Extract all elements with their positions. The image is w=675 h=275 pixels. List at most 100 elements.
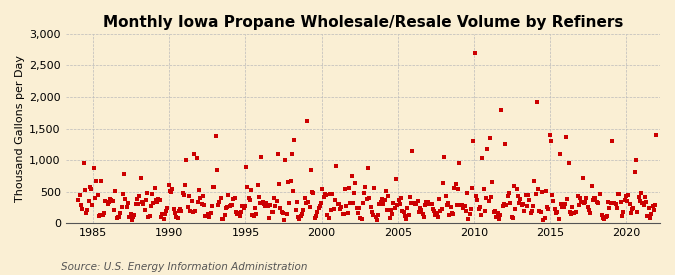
Point: [149, 186, 160, 190]
Point: [420, 203, 431, 207]
Point: [429, 208, 439, 213]
Point: [396, 196, 406, 200]
Point: [345, 201, 356, 205]
Point: [456, 203, 466, 207]
Point: [86, 187, 97, 191]
Point: [331, 164, 342, 169]
Point: [273, 152, 284, 156]
Point: [281, 212, 292, 216]
Point: [207, 204, 217, 208]
Point: [319, 192, 330, 197]
Point: [321, 193, 331, 197]
Point: [557, 205, 568, 210]
Point: [515, 197, 526, 201]
Point: [467, 186, 478, 191]
Point: [326, 208, 337, 213]
Point: [591, 200, 602, 204]
Point: [472, 198, 483, 202]
Point: [456, 202, 467, 207]
Point: [251, 212, 262, 216]
Point: [412, 199, 423, 204]
Point: [78, 161, 89, 166]
Point: [159, 211, 170, 216]
Point: [501, 203, 512, 207]
Point: [614, 192, 625, 196]
Point: [269, 196, 279, 200]
Point: [593, 201, 603, 205]
Point: [93, 214, 104, 219]
Point: [470, 194, 481, 198]
Point: [172, 215, 183, 220]
Point: [440, 194, 451, 198]
Point: [633, 195, 644, 200]
Point: [512, 193, 523, 198]
Point: [417, 211, 428, 216]
Point: [322, 213, 333, 217]
Point: [564, 161, 574, 166]
Point: [612, 205, 622, 210]
Point: [632, 209, 643, 214]
Point: [340, 186, 350, 191]
Point: [421, 200, 432, 204]
Point: [618, 210, 628, 214]
Point: [286, 152, 297, 157]
Point: [136, 200, 147, 204]
Point: [496, 108, 507, 112]
Point: [491, 214, 502, 219]
Point: [81, 211, 92, 215]
Point: [431, 211, 442, 216]
Point: [299, 196, 310, 200]
Point: [404, 195, 415, 199]
Point: [578, 201, 589, 206]
Point: [275, 206, 286, 210]
Point: [511, 187, 522, 191]
Point: [261, 200, 272, 205]
Point: [138, 202, 148, 206]
Point: [483, 198, 494, 203]
Point: [441, 203, 452, 207]
Point: [195, 196, 206, 200]
Point: [148, 201, 159, 205]
Point: [599, 216, 610, 221]
Point: [242, 185, 252, 189]
Point: [151, 197, 161, 202]
Point: [531, 192, 541, 196]
Point: [230, 196, 240, 200]
Point: [120, 196, 131, 201]
Point: [381, 208, 392, 212]
Point: [403, 213, 414, 217]
Point: [280, 158, 291, 163]
Point: [466, 207, 477, 211]
Point: [134, 193, 145, 198]
Point: [400, 214, 410, 218]
Point: [385, 207, 396, 212]
Point: [623, 193, 634, 198]
Point: [356, 217, 367, 221]
Point: [351, 206, 362, 210]
Point: [547, 193, 558, 197]
Point: [244, 198, 255, 203]
Point: [274, 182, 285, 186]
Point: [464, 212, 475, 217]
Point: [459, 204, 470, 209]
Point: [188, 152, 199, 156]
Point: [643, 205, 654, 210]
Point: [453, 187, 464, 191]
Point: [360, 185, 371, 189]
Point: [367, 210, 377, 214]
Point: [580, 200, 591, 204]
Point: [576, 200, 587, 205]
Point: [571, 209, 582, 214]
Point: [208, 185, 219, 189]
Point: [346, 173, 357, 178]
Point: [306, 190, 317, 194]
Point: [276, 210, 287, 215]
Point: [266, 210, 277, 214]
Point: [430, 213, 441, 217]
Point: [629, 170, 640, 174]
Point: [156, 215, 167, 219]
Point: [462, 191, 472, 195]
Point: [514, 200, 524, 205]
Point: [506, 215, 517, 219]
Point: [342, 211, 353, 215]
